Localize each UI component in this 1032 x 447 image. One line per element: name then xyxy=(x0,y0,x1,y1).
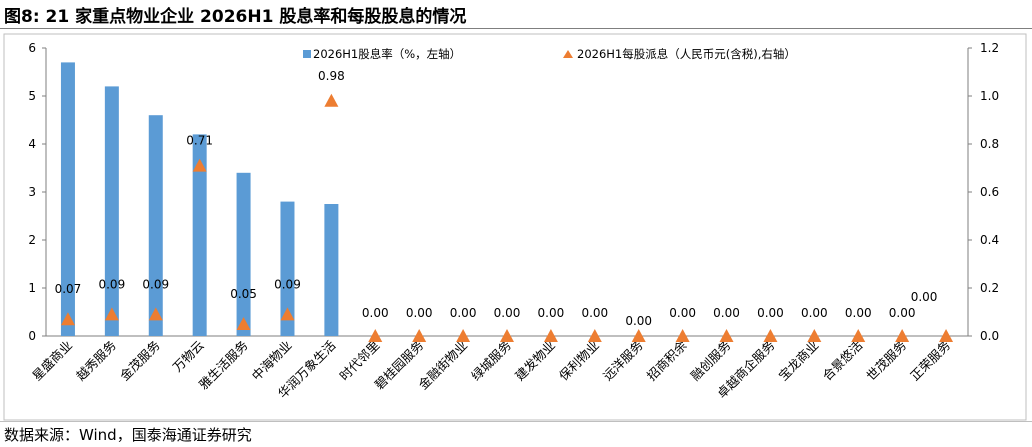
dps-marker xyxy=(500,329,514,342)
x-tick-label: 万物云 xyxy=(170,338,207,375)
dps-data-label: 0.00 xyxy=(801,306,828,320)
dps-data-label: 0.00 xyxy=(581,306,608,320)
legend-bar-label: 2026H1股息率（%，左轴） xyxy=(313,47,461,61)
dps-marker xyxy=(192,158,207,172)
y-right-tick-label: 1.2 xyxy=(980,41,999,55)
dps-marker xyxy=(851,329,866,342)
x-tick-label: 越秀服务 xyxy=(73,338,119,384)
chart-container: 0 1 2 3 4 5 6 0.0 0.2 0.4 0.6 0.8 1.0 1.2 星盛商业 越秀服务 金茂服务… xyxy=(0,30,1032,422)
bar xyxy=(324,204,339,336)
dps-data-label: 0.71 xyxy=(186,134,213,148)
bar xyxy=(280,201,295,336)
dps-data-label: 0.00 xyxy=(757,306,784,320)
source-note: 数据来源：Wind，国泰海通证券研究 xyxy=(4,426,252,444)
dps-marker xyxy=(895,329,910,342)
x-tick-label: 建发物业 xyxy=(512,338,558,384)
plot-frame xyxy=(3,33,1027,421)
dps-marker xyxy=(675,329,690,342)
dps-marker xyxy=(763,329,778,342)
dps-data-label: 0.98 xyxy=(318,69,345,83)
dps-data-label: 0.09 xyxy=(142,277,169,291)
x-tick-label: 绿城服务 xyxy=(468,338,514,384)
dps-data-label: 0.07 xyxy=(55,282,82,296)
dps-marker xyxy=(631,329,646,342)
bar xyxy=(60,62,75,337)
dps-data-label: 0.00 xyxy=(450,306,477,320)
legend-bar-swatch xyxy=(303,50,311,58)
dps-data-label: 0.00 xyxy=(406,306,433,320)
figure-title: 图8: 21 家重点物业企业 2026H1 股息率和每股股息的情况 xyxy=(4,7,467,27)
title-divider xyxy=(0,28,1032,29)
dps-data-label: 0.09 xyxy=(98,277,125,291)
x-tick-label: 世茂服务 xyxy=(863,338,909,384)
dps-marker xyxy=(104,307,119,321)
dps-data-label: 0.05 xyxy=(230,287,257,301)
dps-marker xyxy=(368,329,383,342)
x-tick-label: 宝龙商业 xyxy=(775,338,821,384)
dps-data-label: 0.09 xyxy=(274,277,301,291)
dps-data-label: 0.00 xyxy=(889,306,916,320)
y-right-tick-label: 0.0 xyxy=(980,329,999,343)
dps-marker xyxy=(324,93,339,107)
y-left-tick-label: 6 xyxy=(28,41,36,55)
x-tick-label: 招商积余 xyxy=(644,337,690,383)
dps-data-label: 0.00 xyxy=(625,314,652,328)
dps-marker xyxy=(719,329,734,342)
y-right-tick-label: 0.6 xyxy=(980,185,999,199)
dps-data-label: 0.00 xyxy=(669,306,696,320)
dps-data-label: 0.00 xyxy=(494,306,521,320)
dps-data-label: 0.00 xyxy=(538,306,565,320)
dps-marker xyxy=(807,329,822,342)
dps-marker xyxy=(236,317,251,330)
dps-marker xyxy=(587,329,602,342)
dps-marker xyxy=(148,307,163,321)
y-left-tick-label: 2 xyxy=(28,233,36,247)
chart-svg: 0 1 2 3 4 5 6 0.0 0.2 0.4 0.6 0.8 1.0 1.2 星盛商业越秀服务金茂服务… xyxy=(3,33,1027,421)
dps-marker xyxy=(456,329,471,342)
x-tick-label: 远洋服务 xyxy=(600,338,646,384)
bar xyxy=(236,172,251,336)
dps-marker xyxy=(412,329,427,342)
y-right-tick-label: 0.4 xyxy=(980,233,999,247)
y-left-tick-label: 5 xyxy=(28,89,36,103)
dps-data-label: 0.00 xyxy=(713,306,740,320)
axes-group: 0 1 2 3 4 5 6 0.0 0.2 0.4 0.6 0.8 1.0 1.2 星盛商业越秀服务金茂服务… xyxy=(28,41,999,401)
bar xyxy=(192,134,207,336)
y-left-tick-label: 0 xyxy=(28,329,36,343)
x-tick-label: 保利物业 xyxy=(556,338,602,384)
dps-data-label: 0.00 xyxy=(362,306,389,320)
dps-marker xyxy=(939,329,954,342)
source-divider xyxy=(0,421,1032,422)
y-right-tick-label: 1.0 xyxy=(980,89,999,103)
bar-series-group xyxy=(60,62,339,337)
legend: 2026H1股息率（%，左轴） 2026H1每股派息（人民币元(含税),右轴） xyxy=(303,47,796,61)
y-left-tick-label: 4 xyxy=(28,137,36,151)
legend-marker-label: 2026H1每股派息（人民币元(含税),右轴） xyxy=(577,47,796,61)
bar xyxy=(104,86,119,337)
bar xyxy=(148,115,163,336)
dps-marker xyxy=(543,329,558,342)
y-left-tick-label: 1 xyxy=(28,281,36,295)
x-tick-label: 星盛商业 xyxy=(29,338,75,384)
y-right-tick-label: 0.2 xyxy=(980,281,999,295)
marker-series-group: 0.07 0.09 0.09 0.71 0.05 0.09 0.98 0.00 0.00 0.00… xyxy=(55,69,954,342)
y-left-tick-label: 3 xyxy=(28,185,36,199)
dps-marker xyxy=(280,307,295,321)
dps-data-label: 0.00 xyxy=(911,290,938,304)
legend-triangle-icon xyxy=(563,50,573,58)
x-tick-label: 金茂服务 xyxy=(117,338,163,384)
dps-data-label: 0.00 xyxy=(845,306,872,320)
y-right-tick-label: 0.8 xyxy=(980,137,999,151)
dps-marker xyxy=(60,312,75,326)
x-tick-label: 正荣服务 xyxy=(907,338,953,384)
x-tick-label: 合景悠活 xyxy=(819,338,865,384)
